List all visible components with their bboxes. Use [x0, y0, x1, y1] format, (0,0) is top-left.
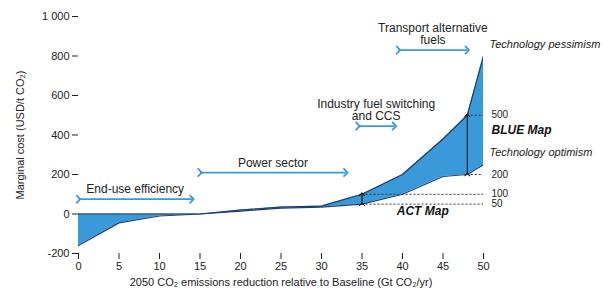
- svg-text:1 000: 1 000: [42, 10, 70, 22]
- svg-text:20: 20: [234, 260, 246, 272]
- svg-text:2050 CO₂ emissions reduction r: 2050 CO₂ emissions reduction relative to…: [130, 276, 433, 288]
- svg-text:400: 400: [51, 129, 69, 141]
- svg-text:ACT Map: ACT Map: [396, 204, 449, 218]
- svg-text:50: 50: [477, 260, 489, 272]
- svg-text:45: 45: [437, 260, 449, 272]
- svg-text:30: 30: [315, 260, 327, 272]
- svg-text:50: 50: [492, 198, 504, 209]
- svg-text:100: 100: [491, 188, 509, 200]
- svg-text:Transport alternativefuels: Transport alternativefuels: [378, 21, 488, 47]
- svg-text:0: 0: [75, 260, 81, 272]
- svg-text:35: 35: [356, 260, 368, 272]
- svg-text:Technology optimism: Technology optimism: [490, 146, 593, 158]
- svg-text:800: 800: [51, 50, 69, 62]
- svg-text:200: 200: [51, 168, 69, 180]
- svg-text:BLUE Map: BLUE Map: [492, 123, 552, 137]
- svg-text:600: 600: [51, 89, 69, 101]
- svg-text:Technology pessimism: Technology pessimism: [490, 38, 601, 50]
- svg-text:25: 25: [275, 260, 287, 272]
- svg-text:Power sector: Power sector: [238, 156, 308, 170]
- svg-text:5: 5: [116, 260, 122, 272]
- svg-text:0: 0: [63, 208, 69, 220]
- svg-text:15: 15: [194, 260, 206, 272]
- svg-text:Marginal cost (USD/t CO₂): Marginal cost (USD/t CO₂): [14, 71, 26, 200]
- svg-text:10: 10: [153, 260, 165, 272]
- svg-text:End-use efficiency: End-use efficiency: [86, 182, 184, 196]
- svg-text:200: 200: [492, 169, 509, 180]
- svg-text:-200: -200: [47, 247, 69, 259]
- svg-text:40: 40: [396, 260, 408, 272]
- svg-text:Industry fuel switchingand CCS: Industry fuel switchingand CCS: [317, 97, 435, 123]
- svg-text:500: 500: [492, 109, 509, 120]
